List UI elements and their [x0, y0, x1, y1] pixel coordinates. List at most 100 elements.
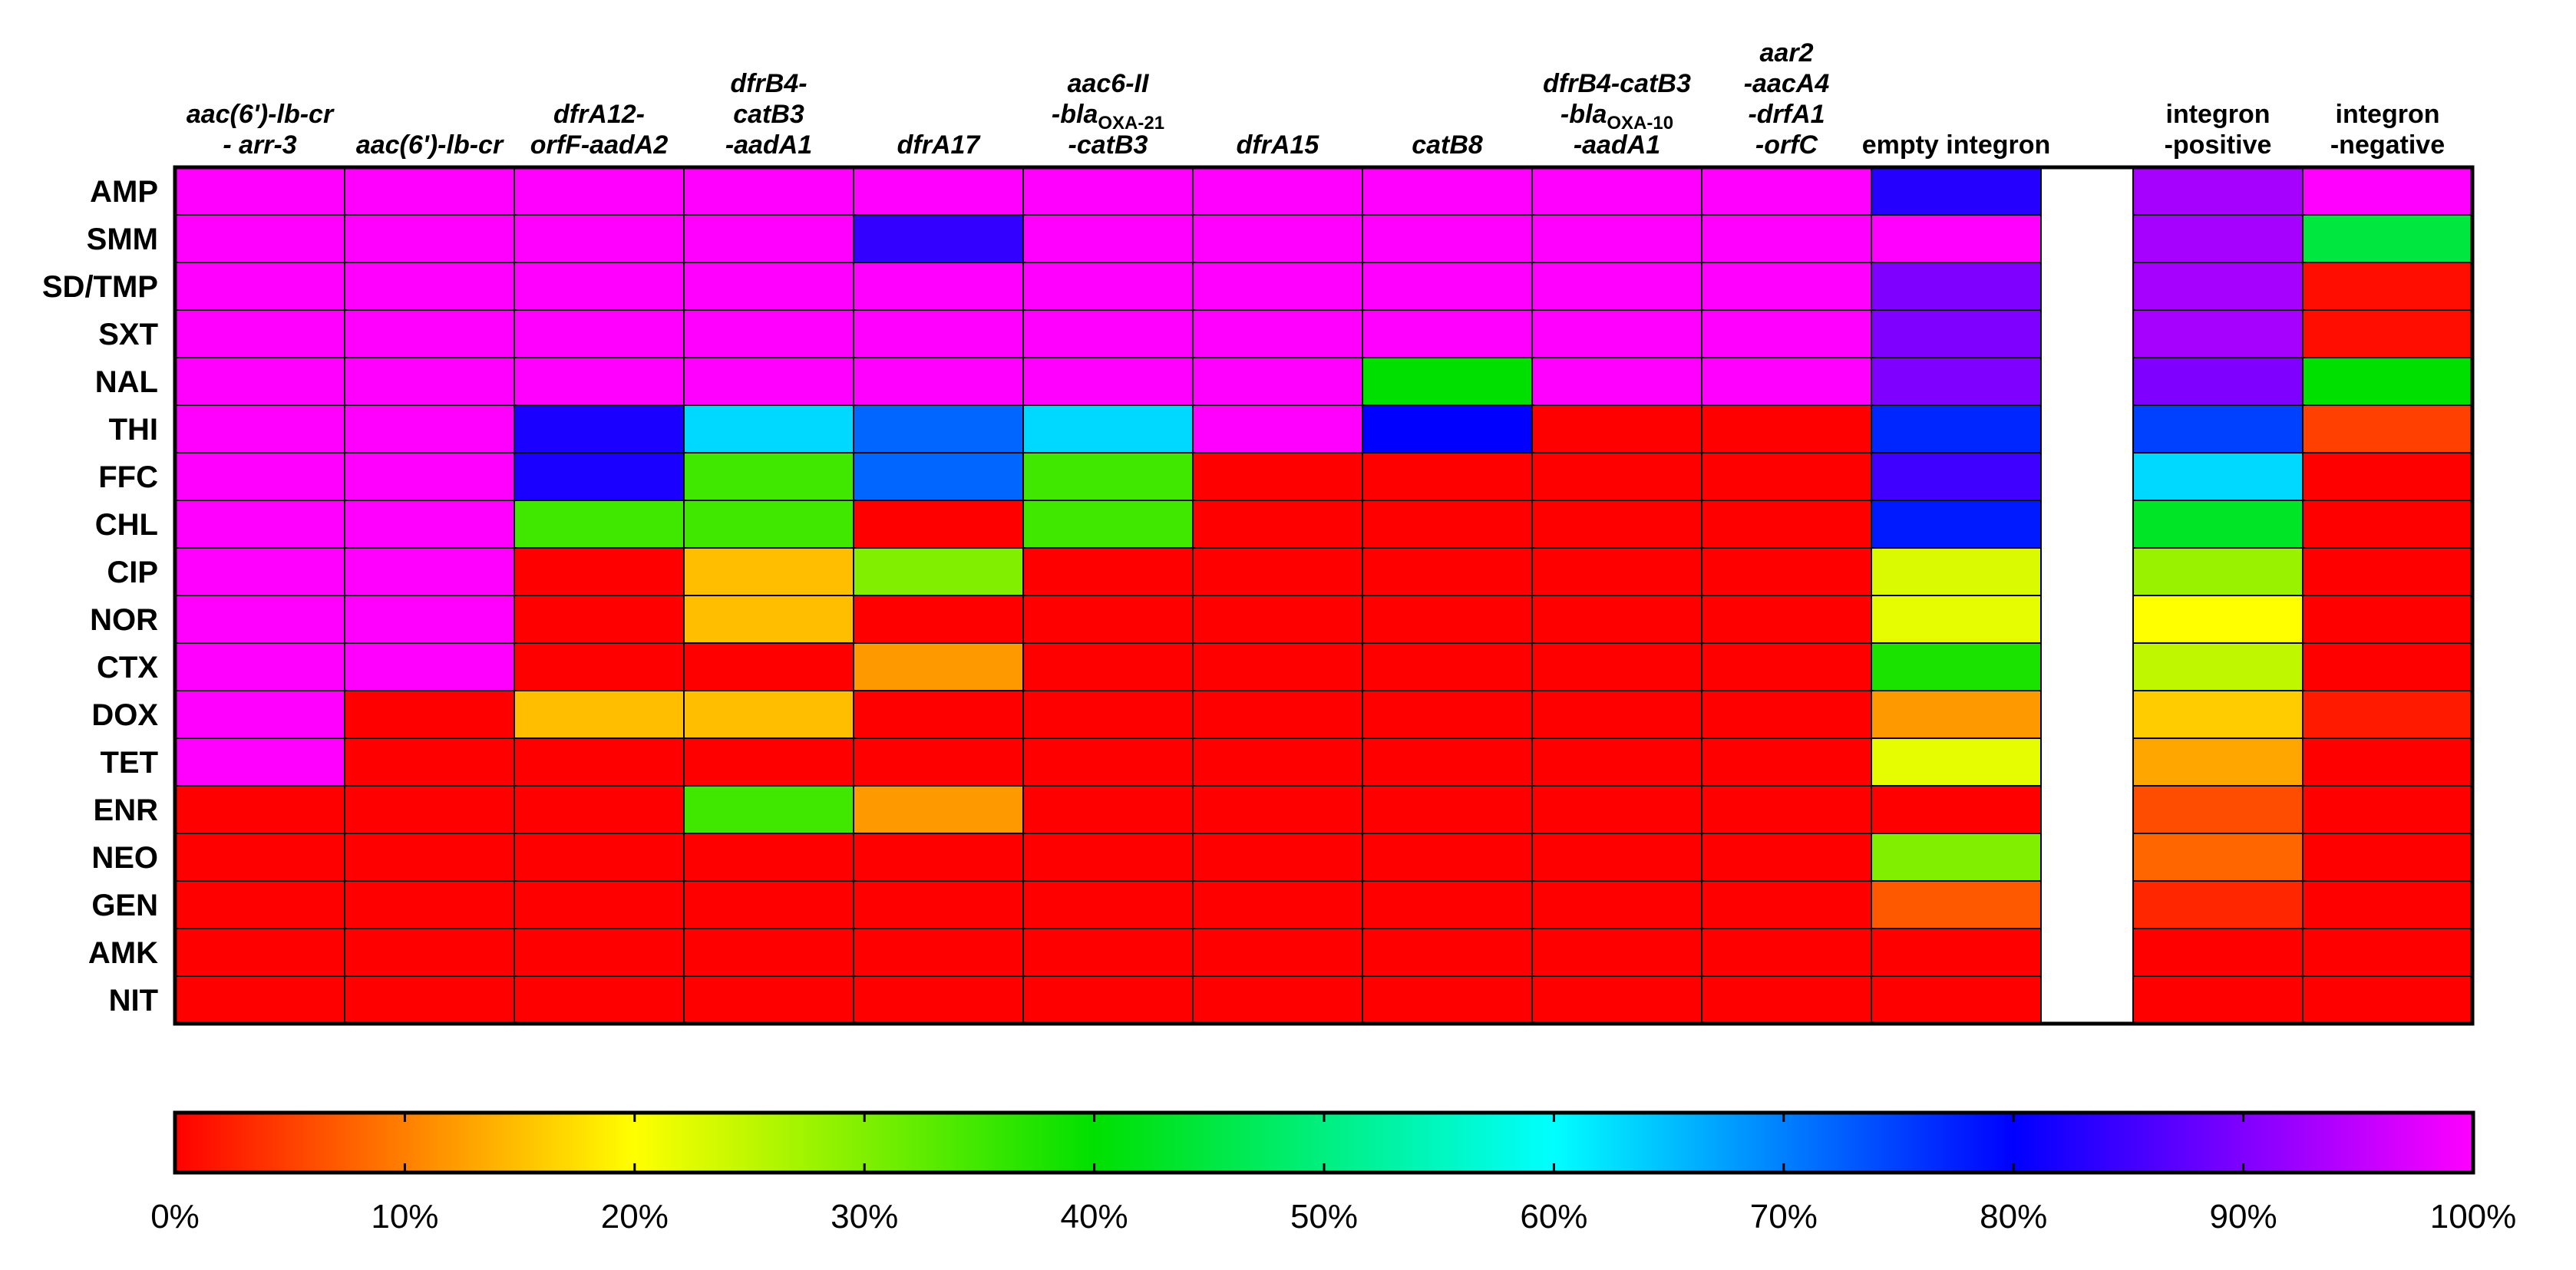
- heatmap-cell: [175, 691, 345, 738]
- heatmap-cell: [345, 453, 514, 500]
- heatmap-cell: [1871, 976, 2041, 1024]
- colorbar-tick-label: 10%: [371, 1198, 438, 1235]
- heatmap-cell: [854, 500, 1023, 548]
- row-labels: AMP SMM SD/TMP SXT NAL THI FFC CHL CIP NOR CTX DOX T…: [42, 175, 158, 1018]
- row-label: DOX: [91, 698, 158, 732]
- column-label: - arr-3: [223, 130, 296, 160]
- column-label-part: dfrA15: [1237, 130, 1320, 160]
- column-label-part: -positive: [2165, 130, 2272, 160]
- colorbar: 0% 10% 20% 30% 40% 50% 60% 70% 80% 90% 100%: [150, 1110, 2516, 1235]
- heatmap-cell: [514, 833, 684, 881]
- column-label: catB3: [733, 100, 804, 129]
- heatmap-cell: [1193, 358, 1362, 405]
- heatmap-cell: [684, 453, 854, 500]
- heatmap-cell: [1023, 167, 1193, 215]
- heatmap-cell: [854, 453, 1023, 500]
- heatmap-cell: [1193, 167, 1362, 215]
- heatmap-cell: [1023, 881, 1193, 929]
- column-label-subscript: OXA-21: [1098, 113, 1164, 134]
- row-label: THI: [109, 413, 158, 447]
- heatmap-cell: [1023, 976, 1193, 1024]
- heatmap-cell: [2133, 453, 2303, 500]
- heatmap-cell: [1023, 262, 1193, 310]
- heatmap-cell: [514, 881, 684, 929]
- column-label-part: dfrA17: [897, 130, 982, 160]
- column-label: -aadA1: [1574, 130, 1660, 160]
- heatmap-cell: [175, 167, 345, 215]
- heatmap-cell: [1702, 358, 1871, 405]
- column-label-part: -aadA1: [725, 130, 812, 160]
- heatmap-cell: [854, 358, 1023, 405]
- column-label-part: dfrA12-: [553, 100, 645, 129]
- heatmap-cell: [175, 976, 345, 1024]
- heatmap-cell: [1362, 262, 1532, 310]
- column-label-part: catB8: [1412, 130, 1483, 160]
- heatmap-cell: [514, 215, 684, 262]
- heatmap-cell: [854, 786, 1023, 833]
- heatmap-cell: [345, 643, 514, 691]
- heatmap-cell: [1702, 500, 1871, 548]
- column-label-part: aac(6')-lb-cr: [187, 100, 335, 129]
- heatmap-cell: [345, 881, 514, 929]
- heatmap-cell: [514, 738, 684, 786]
- heatmap-cell: [1702, 881, 1871, 929]
- heatmap-cell: [854, 976, 1023, 1024]
- row-label: NIT: [109, 984, 158, 1018]
- heatmap-cell: [2303, 833, 2472, 881]
- column-label: aac(6')-lb-cr: [356, 130, 504, 160]
- column-label-part: aar2: [1760, 38, 1814, 68]
- heatmap-cell: [175, 643, 345, 691]
- heatmap-cell: [1023, 405, 1193, 453]
- heatmap-cell: [1532, 405, 1702, 453]
- heatmap-cell: [1532, 215, 1702, 262]
- heatmap-cell: [175, 738, 345, 786]
- column-label-part: -bla: [1560, 100, 1607, 129]
- colorbar-tick-label: 30%: [831, 1198, 898, 1235]
- heatmap-cell: [854, 310, 1023, 358]
- row-label: AMP: [90, 175, 158, 209]
- heatmap-cell: [1193, 310, 1362, 358]
- colorbar-tick-label: 90%: [2210, 1198, 2277, 1235]
- heatmap-cell: [1702, 738, 1871, 786]
- column-label: -negative: [2330, 130, 2445, 160]
- heatmap-cell: [514, 929, 684, 976]
- heatmap-cell: [1193, 976, 1362, 1024]
- heatmap-cell: [684, 833, 854, 881]
- heatmap-cell: [1362, 976, 1532, 1024]
- column-label-part: integron: [2166, 100, 2271, 129]
- column-label: empty integron: [1862, 130, 2051, 160]
- heatmap-cell: [1362, 833, 1532, 881]
- heatmap-cell: [2303, 738, 2472, 786]
- heatmap-cell: [514, 786, 684, 833]
- heatmap-cell: [854, 262, 1023, 310]
- heatmap-cell: [2303, 405, 2472, 453]
- heatmap-cell: [684, 358, 854, 405]
- heatmap-cell: [2133, 691, 2303, 738]
- heatmap-cell: [2303, 167, 2472, 215]
- column-label-part: aac6-II: [1068, 69, 1150, 98]
- heatmap-cell: [854, 595, 1023, 643]
- heatmap-cell: [345, 167, 514, 215]
- heatmap-cell: [1193, 738, 1362, 786]
- heatmap-cell: [2133, 215, 2303, 262]
- heatmap-cell: [684, 738, 854, 786]
- heatmap-cell: [2133, 310, 2303, 358]
- colorbar-tick-label: 0%: [150, 1198, 200, 1235]
- heatmap-cell: [2303, 262, 2472, 310]
- heatmap-cell: [1871, 881, 2041, 929]
- heatmap-cell: [2303, 500, 2472, 548]
- heatmap-cell: [2133, 500, 2303, 548]
- heatmap-cell: [2133, 833, 2303, 881]
- heatmap-cell: [1532, 500, 1702, 548]
- heatmap-cell: [1532, 262, 1702, 310]
- column-label-part: - arr-3: [223, 130, 296, 160]
- heatmap-cell: [684, 167, 854, 215]
- column-label-part: integron: [2336, 100, 2440, 129]
- heatmap-cell: [175, 358, 345, 405]
- heatmap-cell: [1023, 215, 1193, 262]
- column-label: aac6-II: [1068, 69, 1150, 98]
- heatmap-cell: [1362, 405, 1532, 453]
- heatmap-cell: [514, 262, 684, 310]
- colorbar-tick-label: 60%: [1520, 1198, 1587, 1235]
- heatmap-cell: [2303, 548, 2472, 595]
